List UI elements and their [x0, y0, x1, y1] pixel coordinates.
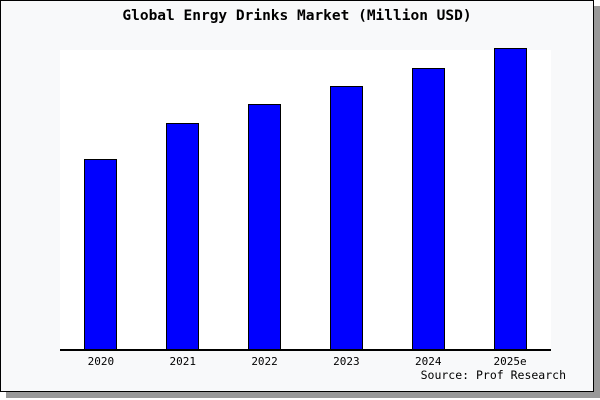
chart-card: Global Enrgy Drinks Market (Million USD)… — [0, 0, 594, 392]
bar-2022 — [248, 103, 282, 349]
x-tick-label-2020: 2020 — [87, 355, 115, 368]
x-tick-label-2021: 2021 — [169, 355, 196, 368]
bar-2024 — [411, 67, 445, 349]
bar-2023 — [329, 85, 363, 349]
bar-2020 — [84, 159, 118, 349]
bar-2021 — [166, 123, 200, 349]
x-axis: 2020 2021 2022 2023 2024 2025e — [60, 355, 551, 368]
plot-area — [60, 48, 551, 351]
x-tick-label-2023: 2023 — [333, 355, 360, 368]
source-credit: Source: Prof Research — [420, 368, 566, 382]
x-tick-label-2024: 2024 — [414, 355, 442, 368]
x-tick-label-2022: 2022 — [251, 355, 278, 368]
chart-title: Global Enrgy Drinks Market (Million USD) — [122, 8, 472, 24]
bar-series — [60, 48, 551, 349]
x-tick-label-2025e: 2025e — [493, 355, 527, 368]
bar-2025e — [493, 48, 527, 349]
